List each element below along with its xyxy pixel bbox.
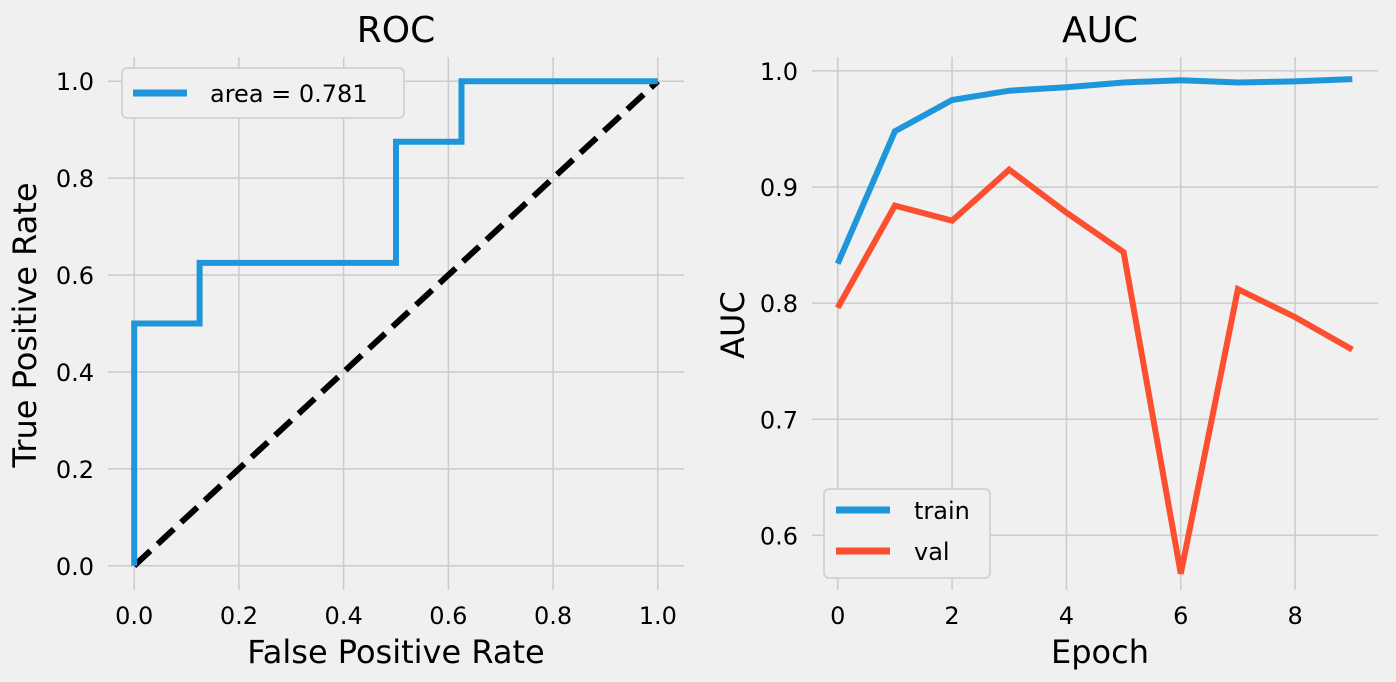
- auc-y-tick-label: 0.7: [760, 406, 798, 434]
- roc-x-tick-label: 1.0: [639, 602, 677, 630]
- roc-y-tick-label: 1.0: [56, 68, 94, 96]
- auc-y-tick-label: 0.9: [760, 174, 798, 202]
- roc-legend: area = 0.781: [121, 67, 405, 119]
- auc-tick-labels: 0 2 4 6 8 0.6 0.7 0.8 0.9 1.0: [760, 58, 1303, 630]
- auc-x-axis-label: Epoch: [1051, 633, 1149, 671]
- roc-series-area-0-781-line: [131, 78, 658, 566]
- auc-chart: AUC Epoch AUC 0 2 4 6 8 0.6 0.7 0.8 0.9 1.0 train…: [714, 10, 1378, 671]
- auc-x-tick-label: 6: [1173, 602, 1188, 630]
- auc-x-tick-label: 0: [830, 602, 845, 630]
- auc-series-group: [834, 76, 1354, 575]
- roc-y-tick-label: 0.8: [56, 165, 94, 193]
- roc-y-tick-label: 0.6: [56, 262, 94, 290]
- roc-x-tick-label: 0.4: [325, 602, 363, 630]
- auc-legend-label-train: train: [914, 497, 970, 525]
- auc-y-tick-label: 0.8: [760, 290, 798, 318]
- roc-x-tick-label: 0.2: [220, 602, 258, 630]
- auc-x-tick-label: 4: [1059, 602, 1074, 630]
- auc-title: AUC: [1062, 10, 1138, 51]
- roc-x-tick-label: 0.0: [115, 602, 153, 630]
- roc-y-tick-label: 0.4: [56, 359, 94, 387]
- roc-x-tick-label: 0.6: [429, 602, 467, 630]
- roc-x-tick-label: 0.8: [534, 602, 572, 630]
- roc-title: ROC: [357, 10, 436, 51]
- roc-y-tick-label: 0.0: [56, 553, 94, 581]
- auc-series-val-line: [835, 165, 1354, 575]
- auc-y-axis-label: AUC: [714, 291, 752, 359]
- auc-legend: train val: [823, 488, 991, 579]
- roc-chart: ROC False Positive Rate True Positive Ra…: [6, 10, 684, 671]
- roc-legend-box: [121, 67, 405, 119]
- roc-y-axis-label: True Positive Rate: [6, 182, 44, 468]
- auc-y-tick-label: 1.0: [760, 58, 798, 86]
- roc-tick-labels: 0.0 0.2 0.4 0.6 0.8 1.0 0.0 0.2 0.4 0.6 0.8 1.0: [56, 68, 677, 630]
- auc-x-tick-label: 8: [1287, 602, 1302, 630]
- auc-y-tick-label: 0.6: [760, 522, 798, 550]
- auc-legend-label-val: val: [914, 538, 950, 566]
- roc-x-axis-label: False Positive Rate: [247, 633, 544, 671]
- auc-series-train-line: [834, 76, 1353, 265]
- auc-x-tick-label: 2: [944, 602, 959, 630]
- roc-legend-label: area = 0.781: [210, 80, 368, 108]
- roc-y-tick-label: 0.2: [56, 456, 94, 484]
- roc-series-group: [131, 78, 660, 568]
- roc-reference-diagonal: [132, 79, 660, 568]
